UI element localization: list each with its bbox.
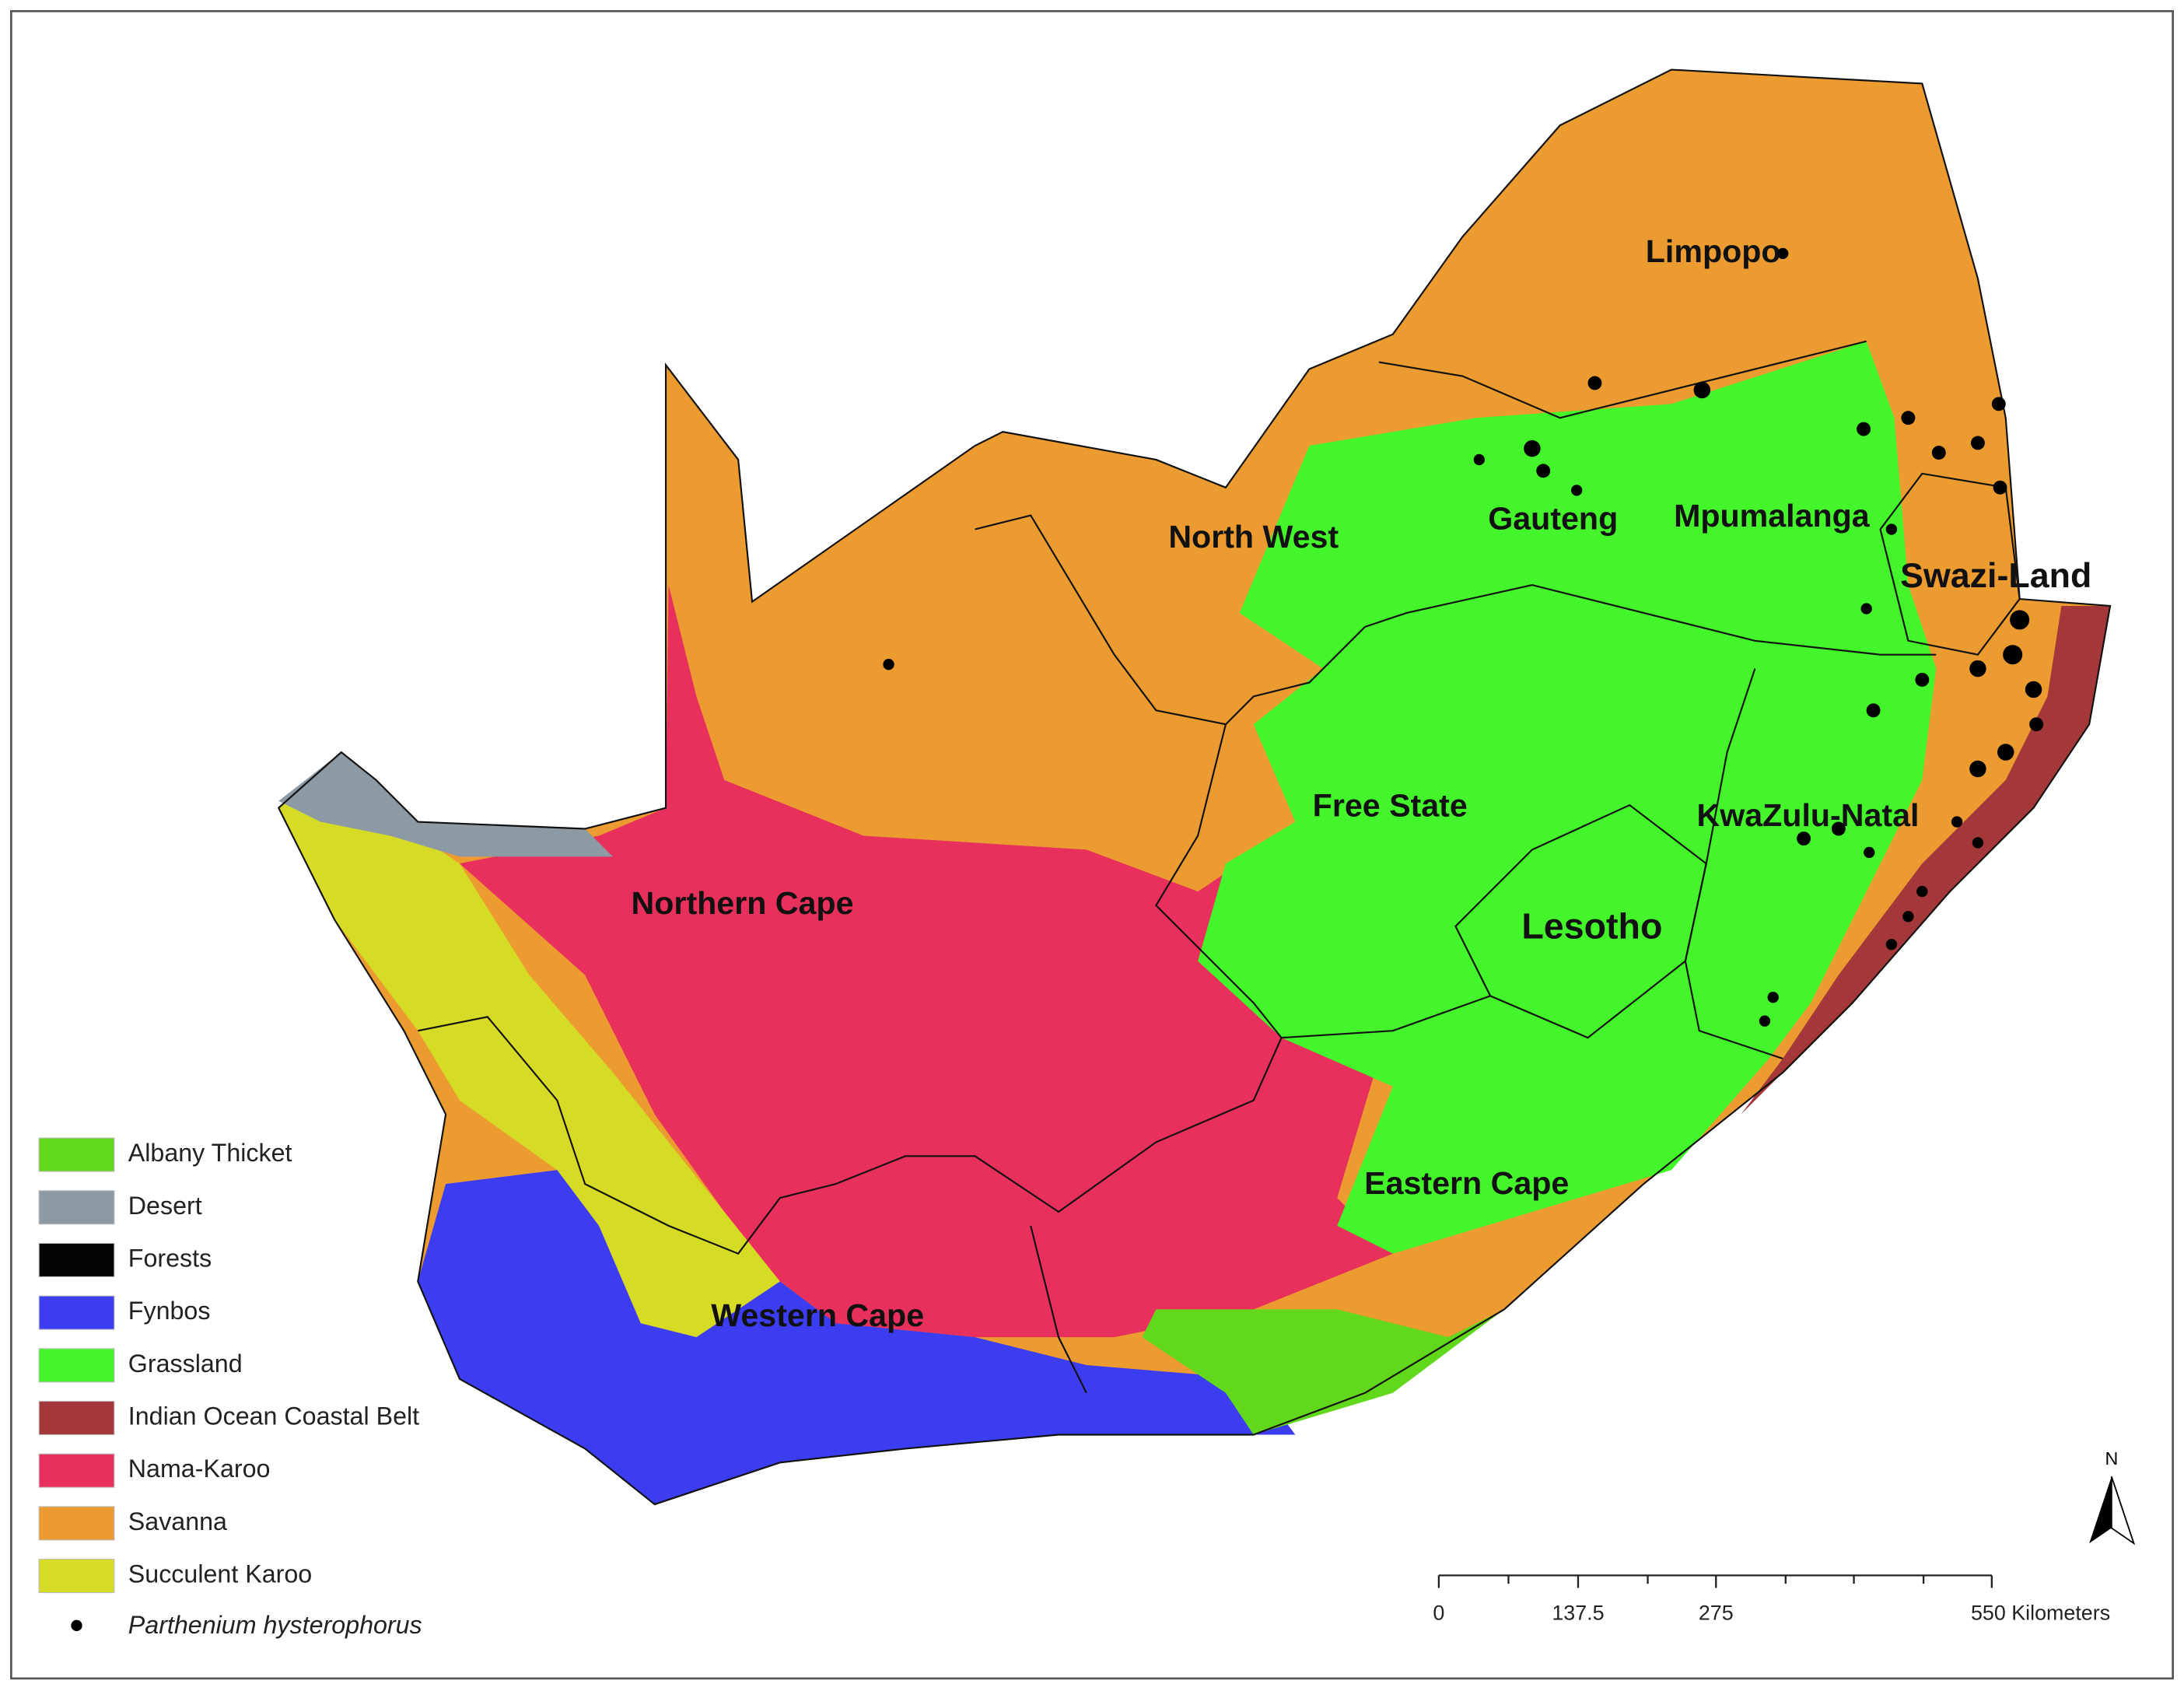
occurrence-dot: [1473, 453, 1485, 466]
swaziland-border: [1879, 472, 2021, 656]
albany-thicket-area: [1142, 1309, 1505, 1435]
border-line: [975, 514, 1366, 726]
coastal-belt-area: [1741, 605, 2111, 1115]
legend-label: Grassland: [128, 1350, 243, 1378]
province-labels: Limpopo North West Gauteng Mpumalanga Sw…: [632, 233, 2092, 1333]
occurrence-dot: [1759, 1015, 1771, 1027]
occurrence-dot: [2029, 717, 2044, 732]
occurrence-dot: [2010, 610, 2030, 630]
province-label: Mpumalanga: [1674, 498, 1871, 534]
border-line: [1378, 340, 1867, 419]
occurrence-dot: [2003, 645, 2023, 665]
occurrence-dot: [1777, 247, 1789, 260]
occurrence-dot: [1901, 411, 1916, 425]
occurrence-dot: [1915, 672, 1930, 687]
scale-label: 550 Kilometers: [1971, 1602, 2110, 1625]
scale-bar: [1437, 1574, 1993, 1588]
legend-swatch: [38, 1453, 115, 1488]
legend-label: Succulent Karoo: [128, 1560, 312, 1588]
occurrence-dot: [1860, 603, 1872, 614]
occurrence-dot: [1587, 376, 1602, 390]
occurrence-dot: [1991, 397, 2006, 411]
succulent-karoo-area: [278, 758, 780, 1338]
province-label: Gauteng: [1488, 501, 1618, 537]
occurrence-dot: [2025, 681, 2042, 698]
legend-label: Indian Ocean Coastal Belt: [128, 1402, 419, 1430]
border-line: [1155, 723, 1491, 1039]
desert-area: [278, 752, 613, 857]
north-label: N: [2105, 1448, 2118, 1469]
legend-label: Nama-Karoo: [128, 1455, 271, 1483]
province-label: Eastern Cape: [1364, 1165, 1569, 1201]
occurrence-dot: [1797, 831, 1811, 846]
border-line: [1684, 668, 1783, 1060]
legend-swatch: [38, 1400, 115, 1436]
border-line: [1364, 584, 1937, 656]
legend-swatch: [38, 1506, 115, 1541]
fynbos-area: [418, 1170, 1296, 1505]
occurrence-dot: [1536, 464, 1551, 478]
north-arrow: N: [2089, 1448, 2136, 1546]
province-label: Free State: [1313, 788, 1468, 824]
province-label: KwaZulu-Natal: [1696, 797, 1919, 833]
nama-karoo-area: [459, 585, 1393, 1338]
occurrence-dots: [883, 247, 2044, 1027]
legend: Parthenium hysterophorus Albany Thicket D…: [38, 1137, 422, 1639]
occurrence-dot: [1997, 744, 2014, 761]
occurrence-dot: [1864, 846, 1875, 859]
legend-label: Desert: [128, 1192, 202, 1220]
occurrence-dot: [1969, 760, 1986, 778]
legend-swatch: [38, 1295, 115, 1330]
border-line: [418, 1016, 1283, 1255]
border-line: [1030, 1225, 1087, 1394]
occurrence-dot: [1931, 446, 1946, 460]
occurrence-dot: [1951, 816, 1963, 828]
grassland-area: [1198, 341, 1937, 1254]
biome-layer: [278, 69, 2111, 1505]
legend-label: Savanna: [128, 1507, 227, 1535]
occurrence-dot: [1866, 703, 1881, 718]
occurrence-dot: [1693, 381, 1711, 399]
province-label: Northern Cape: [632, 885, 854, 921]
province-label: Swazi-Land: [1900, 556, 2091, 595]
legend-swatch: [38, 1348, 115, 1383]
province-label: Western Cape: [711, 1297, 924, 1333]
occurrence-dot: [1993, 480, 2007, 495]
occurrence-dot: [1571, 485, 1583, 496]
occurrence-dot: [1969, 660, 1986, 677]
legend-label: Forests: [128, 1244, 212, 1272]
province-label: Lesotho: [1521, 906, 1662, 947]
legend-swatch: [38, 1137, 115, 1172]
legend-swatch: [38, 1559, 115, 1594]
occurrence-dot: [1857, 422, 1871, 436]
occurrence-dot: [1831, 821, 1846, 836]
arrow-right: [2110, 1476, 2136, 1546]
occurrence-dot: [1885, 523, 1898, 535]
legend-label: Parthenium hysterophorus: [128, 1611, 422, 1639]
occurrence-dot: [883, 659, 894, 670]
occurrence-dot: [1524, 439, 1541, 457]
occurrence-dot: [1970, 436, 1985, 450]
province-borders: [277, 68, 2112, 1506]
scale-label: 0: [1433, 1602, 1444, 1625]
occurrence-dot: [1902, 911, 1914, 923]
occurrence-dot: [1767, 992, 1779, 1003]
occurrence-dot: [1885, 938, 1898, 951]
arrow-left: [2089, 1476, 2112, 1544]
scale-label: 137.5: [1552, 1602, 1604, 1625]
province-label: Limpopo: [1646, 233, 1781, 269]
province-label: North West: [1168, 519, 1339, 555]
scale-label: 275: [1699, 1602, 1734, 1625]
legend-dot: [71, 1619, 82, 1631]
legend-label: Albany Thicket: [128, 1139, 292, 1167]
occurrence-dot: [1972, 837, 1984, 849]
occurrence-dot: [1916, 885, 1928, 898]
country-outline: [277, 68, 2112, 1506]
legend-swatch: [38, 1190, 115, 1225]
legend-label: Fynbos: [128, 1297, 211, 1325]
legend-swatch: [38, 1242, 115, 1277]
